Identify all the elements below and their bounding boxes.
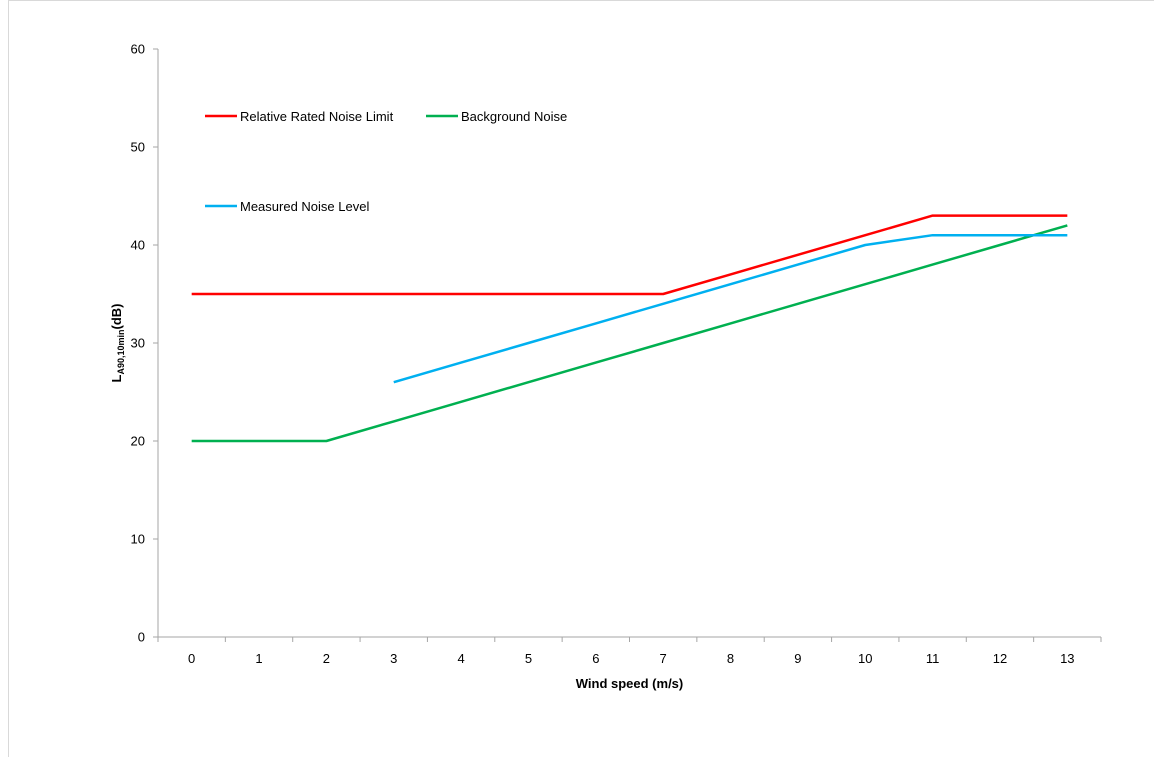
chart-frame: [8, 0, 1154, 757]
x-tick-label: 8: [727, 651, 734, 666]
x-tick-label: 7: [660, 651, 667, 666]
y-tick-label: 30: [131, 336, 145, 351]
series-line-0: [191, 214, 1068, 296]
legend-label: Measured Noise Level: [240, 199, 369, 214]
x-tick-label: 4: [457, 651, 464, 666]
y-tick-label: 50: [131, 140, 145, 155]
x-tick-label: 2: [323, 651, 330, 666]
x-tick-label: 6: [592, 651, 599, 666]
y-axis-title: LA90,10min(dB): [109, 304, 126, 383]
x-tick-label: 10: [858, 651, 872, 666]
legend-item: Measured Noise Level: [205, 199, 369, 214]
x-tick-label: 9: [794, 651, 801, 666]
y-tick-label: 0: [138, 630, 145, 645]
x-tick-label: 11: [926, 651, 940, 666]
x-tick-label: 1: [255, 651, 262, 666]
x-tick-label: 12: [993, 651, 1007, 666]
x-tick-label: 0: [188, 651, 195, 666]
y-tick-label: 10: [131, 532, 145, 547]
y-axis-title-suffix: (dB): [109, 304, 124, 330]
x-tick-label: 13: [1060, 651, 1074, 666]
y-axis-title-main: L: [109, 374, 124, 382]
y-tick-label: 60: [131, 42, 145, 57]
x-tick-label: 5: [525, 651, 532, 666]
legend-label: Background Noise: [461, 109, 567, 124]
legend-item: Background Noise: [426, 109, 567, 124]
legend-label: Relative Rated Noise Limit: [240, 109, 394, 124]
x-axis-title: Wind speed (m/s): [576, 676, 684, 691]
y-tick-label: 40: [131, 238, 145, 253]
x-tick-label: 3: [390, 651, 397, 666]
series-layer: [191, 214, 1068, 443]
y-axis-title-subscript: A90,10min: [116, 330, 126, 375]
series-line-1: [191, 224, 1068, 443]
legend: Relative Rated Noise Limit Background Noi…: [205, 109, 567, 214]
series-line-2: [393, 233, 1068, 384]
legend-item: Relative Rated Noise Limit: [205, 109, 394, 124]
axes: [157, 49, 1101, 638]
y-tick-label: 20: [131, 434, 145, 449]
